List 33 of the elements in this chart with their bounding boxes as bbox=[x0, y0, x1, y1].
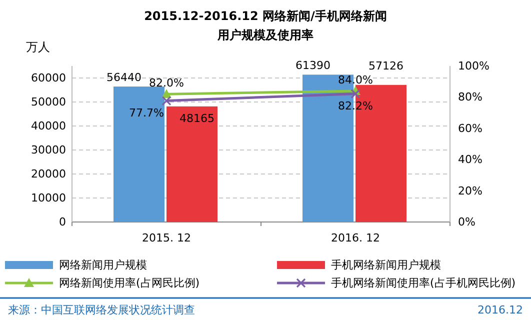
text: 2016.12 bbox=[478, 304, 523, 316]
legend-label: 手机网络新闻使用率(占手机网民比例) bbox=[331, 276, 516, 290]
source-note: 来源：中国互联网络发展状况统计调查 bbox=[8, 304, 195, 316]
y2-tick-label: 20% bbox=[458, 184, 482, 198]
data-label: 57126 bbox=[368, 59, 404, 72]
y-axis-title: 万人 bbox=[26, 40, 50, 54]
chart-title: 2015.12-2016.12 网络新闻/手机网络新闻 bbox=[144, 9, 387, 23]
y-tick-label: 10000 bbox=[31, 192, 66, 204]
y-tick-label: 40000 bbox=[31, 120, 66, 132]
x-tick-label: 2016. 12 bbox=[331, 232, 380, 244]
y2-tick-label: 40% bbox=[458, 153, 482, 166]
legend-label: 网络新闻用户规模 bbox=[59, 258, 147, 272]
y-tick-label: 0 bbox=[59, 216, 66, 228]
bar bbox=[114, 86, 164, 222]
y2-tick-label: 60% bbox=[458, 122, 482, 135]
y-tick-label: 50000 bbox=[31, 96, 66, 108]
y2-tick-label: 80% bbox=[458, 90, 482, 104]
data-label: 61390 bbox=[296, 59, 330, 72]
legend-label: 网络新闻使用率(占网民比例) bbox=[59, 276, 200, 290]
legend-label: 手机网络新闻用户规模 bbox=[331, 258, 441, 272]
data-label: 48165 bbox=[180, 112, 214, 125]
y-tick-label: 30000 bbox=[31, 144, 66, 156]
data-label: 77.7% bbox=[129, 106, 164, 120]
chart-subtitle: 用户规模及使用率 bbox=[216, 28, 314, 42]
y-tick-label: 60000 bbox=[31, 72, 66, 84]
y2-tick-label: 100% bbox=[458, 60, 490, 72]
data-label: 56440 bbox=[106, 71, 142, 84]
x-tick-label: 2015. 12 bbox=[142, 232, 191, 244]
bar bbox=[166, 106, 218, 222]
y2-tick-label: 0% bbox=[458, 216, 476, 228]
data-label: 82.0% bbox=[149, 76, 184, 90]
data-label: 82.2% bbox=[338, 99, 373, 112]
y-tick-label: 20000 bbox=[31, 168, 66, 180]
